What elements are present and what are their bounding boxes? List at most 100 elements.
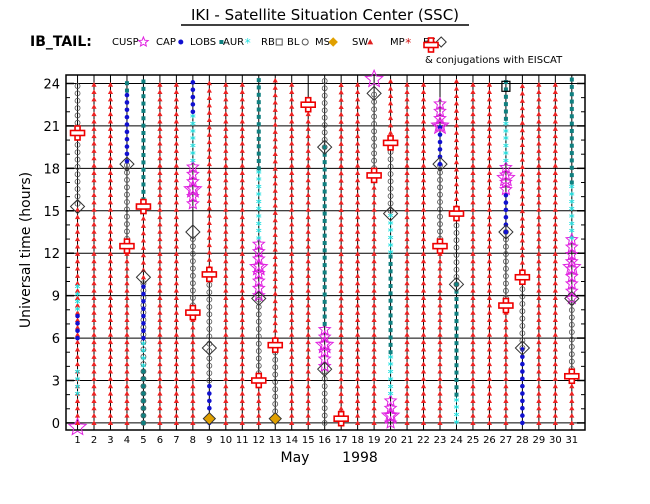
bl-point: [437, 184, 443, 191]
aur-point: *: [256, 167, 262, 180]
sw-point: [272, 268, 278, 274]
sw-point: [91, 317, 97, 323]
legend-symbol-eiscat-conjugation: [423, 37, 439, 53]
sw-point: [173, 258, 179, 264]
sw-point: [173, 214, 179, 220]
y-tick-label: 9: [52, 290, 60, 305]
day-column-10: [223, 82, 229, 426]
segment-sw: [157, 82, 163, 426]
sw-point: [157, 133, 163, 139]
sw-point: [173, 324, 179, 330]
bl-point: [371, 121, 378, 127]
sw-point: [107, 376, 114, 381]
sw-point: [552, 346, 558, 352]
sw-point: [173, 317, 179, 323]
sw-point: [223, 324, 229, 330]
sw-point: [157, 170, 163, 175]
sw-point: [272, 305, 278, 311]
lobs-point: [141, 138, 146, 143]
sw-point: [289, 104, 295, 109]
sw-point: [420, 339, 427, 345]
sw-point: [338, 391, 344, 396]
sw-point: [289, 383, 295, 389]
sw-point: [420, 199, 427, 205]
sw-point: [190, 420, 196, 426]
sw-point: [486, 82, 493, 87]
legend-symbol-ms: [328, 37, 338, 47]
cap-point: [437, 139, 443, 145]
sw-point: [437, 354, 443, 359]
sw-point: [355, 177, 361, 183]
sw-point: [338, 229, 344, 235]
lobs-point: [322, 167, 327, 172]
sw-point: [470, 199, 476, 205]
sw-point: [239, 354, 245, 359]
aur-point: *: [75, 297, 81, 310]
sw-point: [305, 302, 311, 308]
sw-point: [272, 151, 278, 157]
sw-point: [552, 89, 558, 95]
sw-point: [157, 383, 163, 389]
sw-point: [338, 222, 344, 227]
cap-point: [207, 383, 212, 389]
sw-point: [173, 170, 179, 175]
sw-point: [420, 258, 427, 264]
sw-point: [157, 332, 163, 337]
cusp-point: [564, 246, 579, 261]
sw-point: [404, 82, 410, 87]
sw-point: [404, 310, 410, 315]
sw-point: [486, 405, 493, 411]
mp-marker: [267, 337, 284, 353]
sw-point: [404, 89, 410, 95]
lobs-point: [569, 143, 574, 148]
bl-point: [189, 243, 196, 250]
bl-point: [124, 199, 130, 205]
sw-point: [536, 236, 542, 242]
rb-marker: [501, 80, 511, 92]
sw-point: [74, 207, 81, 212]
sw-point: [206, 110, 212, 115]
sw-point: [486, 317, 493, 323]
bl-point: [519, 300, 526, 307]
sw-point: [519, 208, 525, 214]
sw-point: [404, 376, 410, 381]
bl-point: [74, 171, 81, 178]
sw-point: [173, 199, 179, 205]
sw-point: [289, 420, 295, 426]
sw-point: [272, 195, 278, 201]
lobs-point: [454, 392, 459, 397]
legend-label-rb: RB: [261, 37, 275, 48]
sw-point: [536, 324, 542, 330]
bl-point: [503, 258, 509, 265]
sw-point: [338, 258, 344, 264]
bl-point: [371, 113, 378, 120]
bl-point: [387, 171, 394, 177]
sw-point: [140, 223, 147, 228]
sw-point: [91, 354, 97, 359]
bl-point: [140, 368, 147, 375]
sw-point: [124, 287, 130, 293]
sw-point: [157, 184, 163, 190]
bl-point: [503, 229, 509, 235]
sw-point: [223, 118, 229, 124]
bl-point: [272, 371, 279, 378]
sw-point: [289, 361, 295, 367]
aur-point: *: [454, 403, 460, 416]
aur-point: *: [75, 382, 81, 395]
cap-point: [124, 151, 130, 157]
aur-point: *: [190, 119, 196, 132]
y-tick-label: 15: [43, 205, 60, 220]
sw-point: [239, 361, 245, 367]
sw-point: [289, 273, 295, 278]
bl-point: [140, 383, 147, 390]
sw-point: [420, 324, 427, 330]
mp-marker: [366, 167, 382, 184]
bl-point: [519, 286, 526, 293]
sw-point: [536, 295, 542, 300]
sw-point: [173, 96, 179, 102]
aur-point: *: [256, 189, 262, 202]
sw-point: [355, 251, 361, 256]
sw-point: [536, 265, 542, 271]
sw-point: [486, 398, 493, 403]
